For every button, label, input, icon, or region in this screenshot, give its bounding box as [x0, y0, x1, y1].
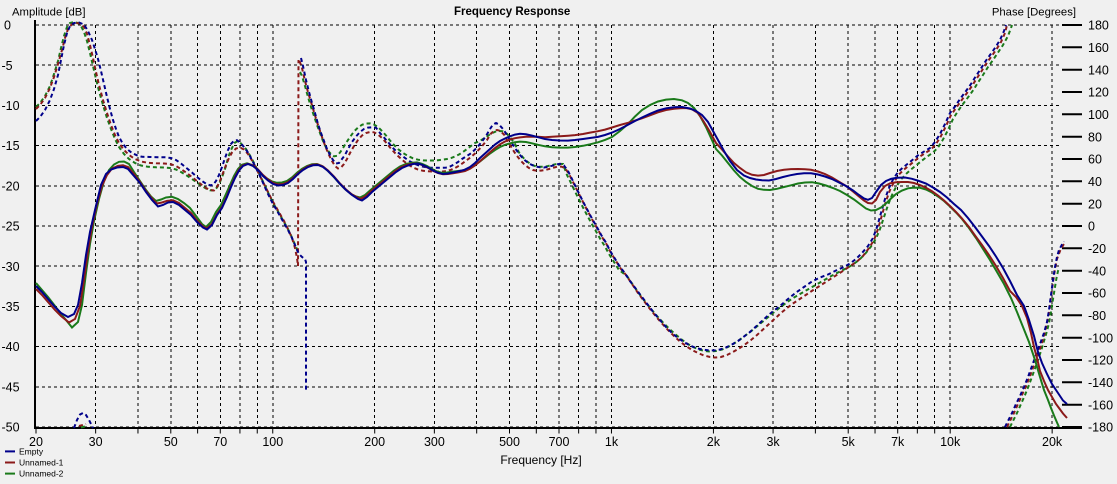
svg-text:-35: -35: [2, 300, 20, 314]
svg-text:-40: -40: [2, 340, 20, 354]
svg-text:Amplitude [dB]: Amplitude [dB]: [12, 7, 85, 19]
svg-text:80: 80: [1088, 130, 1102, 144]
svg-text:2k: 2k: [707, 435, 721, 449]
svg-text:5k: 5k: [842, 435, 856, 449]
svg-text:-140: -140: [1088, 376, 1113, 390]
svg-text:-180: -180: [1088, 421, 1113, 435]
svg-text:-30: -30: [2, 260, 20, 274]
svg-text:180: 180: [1088, 19, 1109, 33]
svg-text:Phase [Degrees]: Phase [Degrees]: [992, 7, 1076, 19]
svg-text:Frequency [Hz]: Frequency [Hz]: [500, 453, 581, 467]
svg-text:7k: 7k: [891, 435, 905, 449]
svg-text:-40: -40: [1088, 264, 1106, 278]
svg-text:50: 50: [164, 435, 178, 449]
svg-text:-45: -45: [2, 380, 20, 394]
svg-text:-60: -60: [1088, 287, 1106, 301]
svg-text:-100: -100: [1088, 331, 1113, 345]
svg-text:100: 100: [262, 435, 283, 449]
svg-text:1k: 1k: [605, 435, 619, 449]
svg-text:0: 0: [1088, 220, 1095, 234]
svg-text:-20: -20: [2, 179, 20, 193]
svg-text:120: 120: [1088, 86, 1109, 100]
svg-text:-120: -120: [1088, 354, 1113, 368]
svg-text:-20: -20: [1088, 242, 1106, 256]
svg-text:40: 40: [1088, 175, 1102, 189]
svg-text:-80: -80: [1088, 309, 1106, 323]
svg-text:200: 200: [364, 435, 385, 449]
svg-text:Frequency Response: Frequency Response: [454, 6, 570, 18]
svg-text:Unnamed-1: Unnamed-1: [19, 458, 64, 468]
svg-text:Unnamed-2: Unnamed-2: [19, 469, 64, 479]
svg-text:-25: -25: [2, 220, 20, 234]
svg-text:-10: -10: [2, 99, 20, 113]
svg-text:20k: 20k: [1042, 435, 1063, 449]
svg-text:300: 300: [424, 435, 445, 449]
svg-text:20: 20: [29, 435, 43, 449]
svg-text:30: 30: [89, 435, 103, 449]
svg-text:140: 140: [1088, 63, 1109, 77]
svg-text:3k: 3k: [766, 435, 780, 449]
svg-text:60: 60: [1088, 153, 1102, 167]
svg-text:500: 500: [499, 435, 520, 449]
svg-text:-160: -160: [1088, 398, 1113, 412]
svg-text:160: 160: [1088, 41, 1109, 55]
svg-text:-15: -15: [2, 139, 20, 153]
svg-text:0: 0: [4, 19, 11, 33]
svg-text:20: 20: [1088, 197, 1102, 211]
svg-text:70: 70: [213, 435, 227, 449]
svg-text:Empty: Empty: [19, 446, 44, 456]
svg-text:-50: -50: [2, 421, 20, 435]
svg-text:700: 700: [549, 435, 570, 449]
svg-text:10k: 10k: [940, 435, 961, 449]
svg-text:100: 100: [1088, 108, 1109, 122]
svg-text:-5: -5: [2, 59, 13, 73]
